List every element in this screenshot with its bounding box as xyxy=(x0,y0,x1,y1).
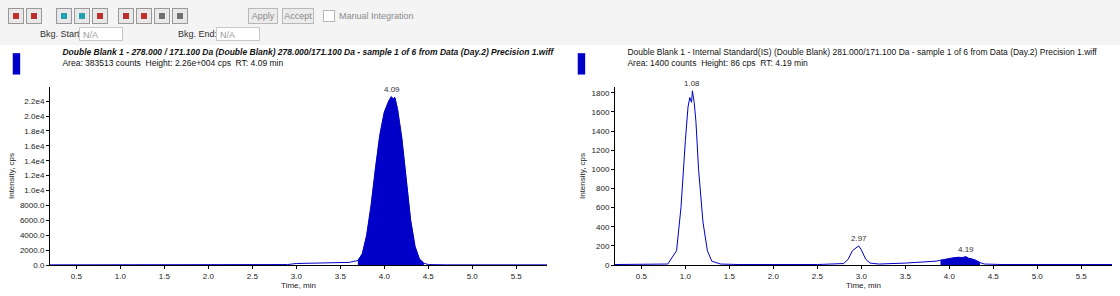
svg-text:5.5: 5.5 xyxy=(511,272,523,281)
svg-text:1.0: 1.0 xyxy=(115,272,127,281)
svg-text:2.0: 2.0 xyxy=(768,272,780,281)
svg-text:Intensity, cps: Intensity, cps xyxy=(578,153,587,199)
svg-text:1.2e4: 1.2e4 xyxy=(24,171,45,180)
html-text:Accept: Accept xyxy=(284,11,312,21)
svg-text:0: 0 xyxy=(605,261,610,270)
svg-text:2.0: 2.0 xyxy=(203,272,215,281)
svg-text:0.5: 0.5 xyxy=(636,272,648,281)
svg-text:3.0: 3.0 xyxy=(856,272,868,281)
svg-text:5.5: 5.5 xyxy=(1076,272,1088,281)
svg-text:Time, min: Time, min xyxy=(281,281,316,290)
svg-text:4.0: 4.0 xyxy=(379,272,391,281)
svg-text:400: 400 xyxy=(596,223,610,232)
html-text:Apply: Apply xyxy=(251,11,275,21)
svg-text:2000.0: 2000.0 xyxy=(20,246,45,255)
svg-text:Intensity, cps: Intensity, cps xyxy=(7,153,16,199)
svg-text:1600: 1600 xyxy=(592,108,610,117)
svg-text:5.0: 5.0 xyxy=(1032,272,1044,281)
svg-text:1.0e4: 1.0e4 xyxy=(24,186,45,195)
svg-text:1.4e4: 1.4e4 xyxy=(24,157,45,166)
svg-text:4.09: 4.09 xyxy=(384,85,400,94)
svg-text:1.5: 1.5 xyxy=(724,272,736,281)
svg-text:1.0: 1.0 xyxy=(680,272,692,281)
svg-text:1200: 1200 xyxy=(592,146,610,155)
svg-text:3.5: 3.5 xyxy=(900,272,912,281)
html-text:Manual Integration: Manual Integration xyxy=(339,11,414,21)
svg-text:8000.0: 8000.0 xyxy=(20,201,45,210)
svg-text:6000.0: 6000.0 xyxy=(20,216,45,225)
html-text:Bkg. End: N/A: Bkg. End: N/A xyxy=(178,29,235,40)
svg-text:1.08: 1.08 xyxy=(684,79,700,88)
svg-text:4.5: 4.5 xyxy=(423,272,435,281)
svg-text:1000: 1000 xyxy=(592,165,610,174)
svg-text:5.0: 5.0 xyxy=(467,272,479,281)
svg-text:1400: 1400 xyxy=(592,127,610,136)
svg-text:2.2e4: 2.2e4 xyxy=(24,97,45,106)
html-text:Bkg. Start: N/A: Bkg. Start: N/A xyxy=(40,29,98,40)
svg-text:Double Blank 1 - Internal Stan: Double Blank 1 - Internal Standard(IS) (… xyxy=(627,47,1097,68)
svg-text:0.5: 0.5 xyxy=(71,272,83,281)
svg-text:2.0e4: 2.0e4 xyxy=(24,112,45,121)
svg-text:3.0: 3.0 xyxy=(291,272,303,281)
svg-text:1.6e4: 1.6e4 xyxy=(24,142,45,151)
svg-text:Time, min: Time, min xyxy=(846,281,881,290)
svg-text:0.0: 0.0 xyxy=(33,261,45,270)
svg-text:200: 200 xyxy=(596,242,610,251)
svg-text:600: 600 xyxy=(596,203,610,212)
svg-text:800: 800 xyxy=(596,184,610,193)
svg-text:1.5: 1.5 xyxy=(159,272,171,281)
svg-text:4.19: 4.19 xyxy=(958,245,974,254)
svg-text:1.8e4: 1.8e4 xyxy=(24,127,45,136)
svg-text:Double Blank 1 - 278.000 / 171: Double Blank 1 - 278.000 / 171.100 Da (D… xyxy=(62,47,554,68)
svg-text:2.5: 2.5 xyxy=(812,272,824,281)
svg-text:4.5: 4.5 xyxy=(988,272,1000,281)
svg-text:2.97: 2.97 xyxy=(851,234,867,243)
svg-text:1800: 1800 xyxy=(592,89,610,98)
svg-text:4.0: 4.0 xyxy=(944,272,956,281)
svg-text:4000.0: 4000.0 xyxy=(20,231,45,240)
svg-text:3.5: 3.5 xyxy=(335,272,347,281)
svg-text:2.5: 2.5 xyxy=(247,272,259,281)
